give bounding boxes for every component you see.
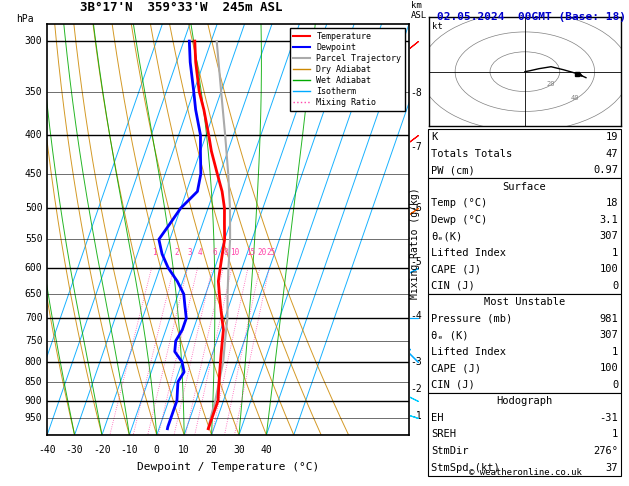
Text: 600: 600 <box>25 263 43 273</box>
Text: 18: 18 <box>606 198 618 208</box>
Text: 981: 981 <box>599 314 618 324</box>
Text: -30: -30 <box>66 445 84 455</box>
Text: Temp (°C): Temp (°C) <box>431 198 487 208</box>
Text: StmSpd (kt): StmSpd (kt) <box>431 463 500 472</box>
Text: 0: 0 <box>154 445 160 455</box>
Text: 900: 900 <box>25 396 43 405</box>
Text: 450: 450 <box>25 169 43 179</box>
Text: Hodograph: Hodograph <box>496 397 553 406</box>
Text: CAPE (J): CAPE (J) <box>431 364 481 373</box>
Text: 10: 10 <box>178 445 190 455</box>
Text: -4: -4 <box>411 311 423 321</box>
Text: Mixing Ratio (g/kg): Mixing Ratio (g/kg) <box>410 187 420 299</box>
Text: km
ASL: km ASL <box>411 1 427 20</box>
Text: 350: 350 <box>25 87 43 97</box>
Text: 40: 40 <box>571 95 579 101</box>
Text: 100: 100 <box>599 364 618 373</box>
Text: 750: 750 <box>25 336 43 346</box>
Text: Dewpoint / Temperature (°C): Dewpoint / Temperature (°C) <box>137 462 319 472</box>
Text: hPa: hPa <box>16 14 34 24</box>
Text: 1: 1 <box>152 248 157 257</box>
Text: CIN (J): CIN (J) <box>431 380 476 390</box>
Text: 8: 8 <box>223 248 228 257</box>
Text: 19: 19 <box>606 132 618 142</box>
Text: 1: 1 <box>612 347 618 357</box>
Text: CAPE (J): CAPE (J) <box>431 264 481 274</box>
Text: 307: 307 <box>599 231 618 241</box>
Text: 800: 800 <box>25 357 43 367</box>
Text: 47: 47 <box>606 149 618 158</box>
Text: kt: kt <box>433 22 443 31</box>
Text: 20: 20 <box>206 445 218 455</box>
Text: 40: 40 <box>260 445 272 455</box>
Text: -20: -20 <box>93 445 111 455</box>
Text: 0: 0 <box>612 281 618 291</box>
Text: K: K <box>431 132 438 142</box>
Text: © weatheronline.co.uk: © weatheronline.co.uk <box>469 468 582 477</box>
Text: Pressure (mb): Pressure (mb) <box>431 314 513 324</box>
Text: -10: -10 <box>121 445 138 455</box>
Text: -5: -5 <box>411 258 423 267</box>
Text: 15: 15 <box>246 248 255 257</box>
Text: SREH: SREH <box>431 430 457 439</box>
Text: Lifted Index: Lifted Index <box>431 248 506 258</box>
Text: 20: 20 <box>546 81 555 87</box>
Text: 4: 4 <box>198 248 203 257</box>
Text: Lifted Index: Lifted Index <box>431 347 506 357</box>
Text: 307: 307 <box>599 330 618 340</box>
Text: 850: 850 <box>25 377 43 387</box>
Text: -8: -8 <box>411 88 423 98</box>
Text: 37: 37 <box>606 463 618 472</box>
Text: -6: -6 <box>411 203 423 213</box>
Text: 500: 500 <box>25 203 43 213</box>
Text: θₑ(K): θₑ(K) <box>431 231 463 241</box>
Text: 700: 700 <box>25 313 43 323</box>
Text: 25: 25 <box>267 248 276 257</box>
Text: 02.05.2024  00GMT (Base: 18): 02.05.2024 00GMT (Base: 18) <box>437 12 626 22</box>
Text: 2: 2 <box>174 248 179 257</box>
Text: 0.97: 0.97 <box>593 165 618 175</box>
Text: 30: 30 <box>233 445 245 455</box>
Text: 100: 100 <box>599 264 618 274</box>
Text: 300: 300 <box>25 36 43 46</box>
Text: 3.1: 3.1 <box>599 215 618 225</box>
Text: 1: 1 <box>612 248 618 258</box>
Text: CIN (J): CIN (J) <box>431 281 476 291</box>
Text: 1: 1 <box>612 430 618 439</box>
Text: 20: 20 <box>258 248 267 257</box>
Text: 10: 10 <box>230 248 239 257</box>
Text: θₑ (K): θₑ (K) <box>431 330 469 340</box>
Legend: Temperature, Dewpoint, Parcel Trajectory, Dry Adiabat, Wet Adiabat, Isotherm, Mi: Temperature, Dewpoint, Parcel Trajectory… <box>290 29 404 111</box>
Text: PW (cm): PW (cm) <box>431 165 476 175</box>
Text: -3: -3 <box>411 357 423 367</box>
Text: -40: -40 <box>38 445 56 455</box>
Text: -31: -31 <box>599 413 618 423</box>
Text: 400: 400 <box>25 130 43 140</box>
Text: 6: 6 <box>213 248 217 257</box>
Text: 276°: 276° <box>593 446 618 456</box>
Text: Totals Totals: Totals Totals <box>431 149 513 158</box>
Text: 550: 550 <box>25 234 43 244</box>
Text: -7: -7 <box>411 142 423 152</box>
Text: Dewp (°C): Dewp (°C) <box>431 215 487 225</box>
Text: EH: EH <box>431 413 444 423</box>
Text: 650: 650 <box>25 289 43 299</box>
Text: -1: -1 <box>411 412 423 421</box>
Text: -2: -2 <box>411 384 423 395</box>
Text: StmDir: StmDir <box>431 446 469 456</box>
Text: 3B°17'N  359°33'W  245m ASL: 3B°17'N 359°33'W 245m ASL <box>80 1 282 14</box>
Text: Most Unstable: Most Unstable <box>484 297 565 307</box>
Text: 950: 950 <box>25 413 43 423</box>
Text: Surface: Surface <box>503 182 547 191</box>
Text: 0: 0 <box>612 380 618 390</box>
Text: 3: 3 <box>188 248 192 257</box>
